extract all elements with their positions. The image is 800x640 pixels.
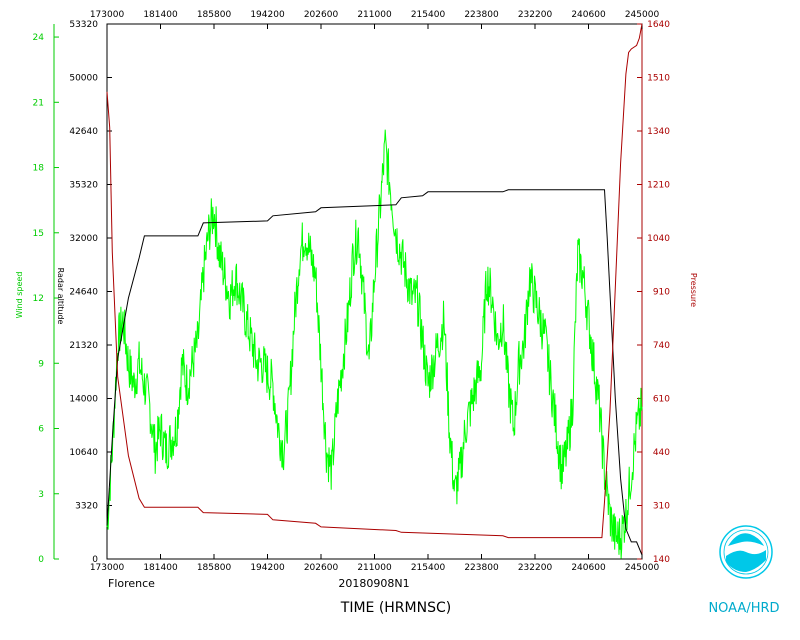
pressure-axis-label: Pressure — [689, 273, 698, 307]
wind-tick-label: 21 — [33, 98, 44, 108]
time-tick-label-top: 185800 — [197, 10, 232, 20]
altitude-tick-label: 0 — [92, 555, 98, 565]
altitude-tick-label: 10640 — [69, 448, 98, 458]
time-axis-label: TIME (HRMNSC) — [340, 600, 451, 616]
flight-id: 20180908N1 — [338, 577, 409, 590]
series-radar-altitude-line — [106, 189, 643, 556]
pressure-tick-label: 1640 — [647, 20, 670, 30]
time-tick-label-bottom: 202600 — [304, 563, 339, 573]
time-tick-label-top: 232200 — [518, 10, 553, 20]
wind-axis-ticks: 0 3 6 9 12 15 18 21 24 — [33, 33, 59, 565]
pressure-tick-label: 910 — [653, 288, 670, 298]
series-pressure-line — [106, 23, 643, 539]
time-tick-label-top: 202600 — [304, 10, 339, 20]
wind-tick-label: 9 — [38, 359, 44, 369]
time-axis-bottom-ticks: 173000 181400 185800 194200 202600 211000 2154… — [90, 554, 660, 573]
pressure-tick-label: 1510 — [647, 74, 670, 84]
time-tick-label-top: 173000 — [90, 10, 125, 20]
altitude-tick-label: 14000 — [69, 395, 98, 405]
time-tick-label-bottom: 223800 — [464, 563, 499, 573]
altitude-tick-label: 35320 — [69, 181, 98, 191]
time-tick-label-top: 194200 — [250, 10, 285, 20]
time-tick-label-top: 211000 — [357, 10, 392, 20]
credit-label: NOAA/HRD — [708, 601, 779, 616]
pressure-tick-label: 310 — [653, 502, 670, 512]
time-tick-label-bottom: 232200 — [518, 563, 553, 573]
pressure-tick-label: 1340 — [647, 127, 670, 137]
time-tick-label-top: 240600 — [571, 10, 606, 20]
time-tick-label-top: 215400 — [411, 10, 446, 20]
time-tick-label-bottom: 211000 — [357, 563, 392, 573]
pressure-tick-label: 610 — [653, 395, 670, 405]
altitude-axis-label: Radar altitude — [56, 268, 65, 325]
noaa-logo — [719, 525, 773, 579]
pressure-axis-ticks: 140 310 440 610 740 910 1040 1210 1340 1510 1640 — [637, 20, 670, 565]
pressure-tick-label: 140 — [653, 555, 670, 565]
time-tick-label-top: 223800 — [464, 10, 499, 20]
altitude-tick-label: 50000 — [69, 74, 98, 84]
pressure-tick-label: 1210 — [647, 181, 670, 191]
pressure-tick-label: 440 — [653, 448, 670, 458]
wind-tick-label: 12 — [33, 294, 44, 304]
wind-tick-label: 24 — [33, 33, 45, 43]
time-tick-label-bottom: 240600 — [571, 563, 606, 573]
series-wind-speed-line — [106, 129, 643, 559]
pressure-tick-label: 740 — [653, 341, 670, 351]
wind-tick-label: 3 — [38, 490, 44, 500]
altitude-tick-label: 42640 — [69, 127, 98, 137]
wind-tick-label: 18 — [33, 164, 45, 174]
altitude-tick-label: 21320 — [69, 341, 98, 351]
series-layer — [106, 23, 643, 559]
altitude-tick-label: 3320 — [75, 502, 98, 512]
pressure-tick-label: 1040 — [647, 234, 670, 244]
time-tick-label-bottom: 194200 — [250, 563, 285, 573]
wind-tick-label: 15 — [33, 229, 44, 239]
altitude-tick-label: 32000 — [69, 234, 98, 244]
time-axis-top-ticks: 173000 181400 185800 194200 202600 211000 2154… — [90, 10, 660, 29]
time-tick-label-top: 245000 — [625, 10, 660, 20]
time-tick-label-bottom: 245000 — [625, 563, 660, 573]
wind-tick-label: 6 — [38, 425, 44, 435]
time-tick-label-top: 181400 — [143, 10, 178, 20]
wind-tick-label: 0 — [38, 555, 44, 565]
time-tick-label-bottom: 181400 — [143, 563, 178, 573]
altitude-axis-ticks: 0 3320 10640 14000 21320 24640 32000 35320 42640… — [69, 20, 112, 565]
wind-axis-label: Wind speed — [15, 272, 24, 319]
time-tick-label-bottom: 185800 — [197, 563, 232, 573]
storm-name: Florence — [108, 577, 155, 590]
time-tick-label-bottom: 173000 — [90, 563, 125, 573]
time-tick-label-bottom: 215400 — [411, 563, 446, 573]
altitude-tick-label: 24640 — [69, 288, 98, 298]
altitude-tick-label: 53320 — [69, 20, 98, 30]
